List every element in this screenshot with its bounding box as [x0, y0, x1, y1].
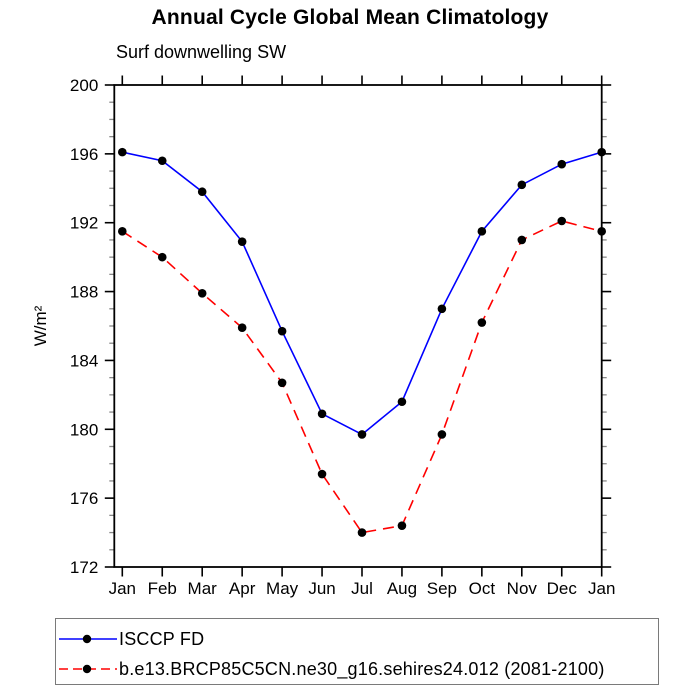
data-point	[397, 521, 407, 530]
legend-marker-dot	[82, 634, 92, 644]
data-point	[197, 187, 207, 197]
x-axis-tick-label: Aug	[387, 579, 417, 598]
legend-line-sample-dashed	[59, 664, 117, 674]
x-axis-tick-labels: Jan Feb Mar Apr May Jun Jul Aug Sep Oct Nov Dec Jan	[109, 579, 616, 598]
data-point	[317, 409, 327, 419]
data-point	[118, 227, 127, 236]
x-axis-tick-label: Feb	[148, 579, 177, 598]
y-axis-tick-label: 188	[70, 283, 98, 302]
data-point	[517, 180, 527, 190]
x-axis-tick-label: May	[266, 579, 299, 598]
y-axis-tick-label: 176	[70, 489, 98, 508]
series-line-0	[122, 151, 602, 436]
x-axis-tick-label: Jan	[109, 579, 136, 598]
data-point	[437, 430, 447, 439]
data-point	[237, 323, 247, 333]
y-axis-tick-labels: 200 196 192 188 184 180 176 172	[70, 76, 98, 577]
data-point	[557, 216, 567, 226]
plot-frame	[113, 84, 603, 568]
data-point	[397, 397, 407, 407]
y-axis-tick-label: 184	[70, 351, 98, 370]
data-point	[477, 318, 487, 327]
x-axis-tick-label: Apr	[229, 579, 256, 598]
legend-item-isccp-fd: ISCCP FD	[59, 627, 204, 651]
legend-label-isccp-fd: ISCCP FD	[119, 628, 205, 649]
data-point	[237, 237, 247, 246]
y-axis-tick-label: 172	[70, 558, 98, 577]
x-axis-tick-label: Oct	[469, 579, 496, 598]
data-point	[517, 235, 527, 245]
y-axis-tick-label: 200	[70, 76, 98, 95]
data-point	[277, 378, 287, 388]
x-axis-tick-label: Jun	[308, 579, 335, 598]
legend-item-model-run: b.e13.BRCP85C5CN.ne30_g16.sehires24.012 …	[59, 657, 605, 681]
y-axis-tick-label: 196	[70, 145, 98, 164]
y-axis-label: W/m²	[31, 305, 50, 346]
data-point	[197, 288, 207, 298]
legend-line-sample-solid	[59, 634, 117, 644]
data-point	[437, 304, 447, 314]
data-point	[317, 469, 327, 479]
legend-marker-dot	[82, 664, 92, 674]
data-point	[157, 252, 167, 262]
data-point	[357, 528, 367, 537]
x-axis-ticks	[121, 75, 603, 577]
y-axis-major-ticks	[104, 84, 612, 568]
legend: ISCCP FD b.e13.BRCP85C5CN.ne30_g16.sehir…	[55, 618, 659, 685]
data-point	[477, 227, 487, 236]
chart-subtitle: Surf downwelling SW	[116, 42, 287, 62]
series-line-1	[121, 220, 602, 534]
x-axis-tick-label: Mar	[188, 579, 218, 598]
x-axis-tick-label: Sep	[427, 579, 457, 598]
data-point	[157, 156, 167, 166]
series-markers-1	[118, 216, 606, 537]
x-axis-tick-label: Jan	[588, 579, 615, 598]
y-axis-tick-label: 192	[70, 214, 98, 233]
y-axis-minor-ticks	[109, 101, 607, 551]
x-axis-tick-label: Nov	[507, 579, 538, 598]
legend-label-model-run: b.e13.BRCP85C5CN.ne30_g16.sehires24.012 …	[119, 658, 605, 679]
data-point	[557, 159, 567, 169]
x-axis-tick-label: Dec	[547, 579, 578, 598]
data-point	[597, 147, 606, 157]
data-point	[277, 326, 287, 336]
data-point	[357, 430, 367, 439]
y-axis-tick-label: 180	[70, 420, 98, 439]
series-markers-0	[118, 147, 606, 439]
data-point	[118, 147, 127, 157]
x-axis-tick-label: Jul	[351, 579, 373, 598]
data-point	[597, 227, 606, 236]
chart-title: Annual Cycle Global Mean Climatology	[151, 6, 549, 29]
